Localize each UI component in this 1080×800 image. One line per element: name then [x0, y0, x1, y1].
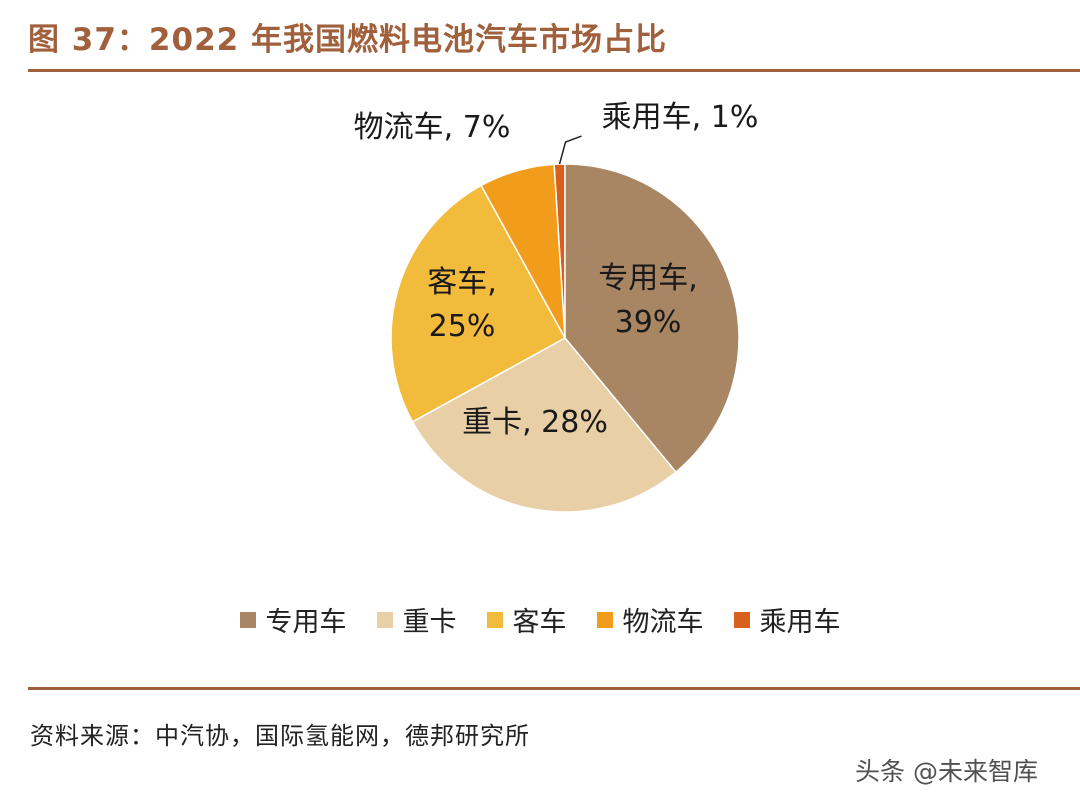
- pie-slice-4: [480, 163, 566, 339]
- pie-slices: [390, 163, 740, 513]
- slice-labels: 专用车, 39% 重卡, 28% 客车, 25% 物流车, 7% 乘用车, 1%: [354, 100, 759, 440]
- legend-item-2: 重卡: [376, 600, 457, 639]
- legend-item-3: 客车: [486, 600, 567, 639]
- legend-swatch: [239, 611, 256, 628]
- figure-title: 图 37：2022 年我国燃料电池汽车市场占比: [28, 22, 668, 58]
- title-rule: [28, 69, 1080, 72]
- legend-swatch: [733, 611, 750, 628]
- legend-swatch: [376, 611, 393, 628]
- watermark: 头条 @未来智库: [855, 757, 1038, 786]
- legend-item-5: 乘用车: [733, 600, 841, 639]
- slice-label-2: 重卡, 28%: [462, 405, 608, 440]
- legend-label: 乘用车: [759, 607, 841, 638]
- slice-label-3: 客车, 25%: [427, 265, 497, 344]
- source-note: 资料来源：中汽协，国际氢能网，德邦研究所: [30, 722, 530, 750]
- legend-label: 重卡: [402, 607, 457, 638]
- legend-item-1: 专用车: [239, 600, 347, 639]
- legend-swatch: [486, 611, 503, 628]
- slice-label-5: 乘用车, 1%: [602, 100, 759, 135]
- legend: 专用车 重卡 客车 物流车 乘用车: [0, 600, 1080, 639]
- slice-label-1: 专用车, 39%: [598, 261, 698, 340]
- legend-label: 物流车: [622, 607, 704, 638]
- leader-line: [558, 135, 582, 165]
- legend-item-4: 物流车: [596, 600, 704, 639]
- legend-label: 专用车: [265, 607, 347, 638]
- legend-label: 客车: [512, 607, 567, 638]
- source-rule: [28, 687, 1080, 690]
- slice-label-4: 物流车, 7%: [354, 110, 511, 145]
- pie-slice-2: [411, 337, 677, 513]
- legend-swatch: [596, 611, 613, 628]
- pie-slice-1: [564, 163, 740, 474]
- pie-slice-3: [390, 184, 567, 423]
